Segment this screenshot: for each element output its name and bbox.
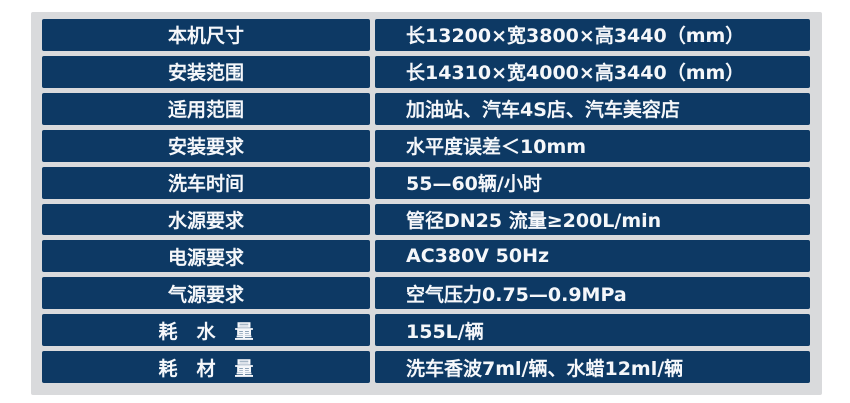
spec-label: 电源要求 <box>42 240 370 273</box>
spec-value: 加油站、汽车4S店、汽车美容店 <box>375 92 810 125</box>
spec-row: 安装要求 水平度误差＜10mm <box>42 129 810 162</box>
spec-value: 洗车香波7ml/辆、水蜡12ml/辆 <box>375 351 810 384</box>
spec-row: 耗 水 量 155L/辆 <box>42 314 810 347</box>
spec-value: 空气压力0.75—0.9MPa <box>375 277 810 310</box>
spec-label: 气源要求 <box>42 277 370 310</box>
spec-label: 耗 水 量 <box>42 314 370 347</box>
spec-value: AC380V 50Hz <box>375 240 810 273</box>
spec-row: 电源要求 AC380V 50Hz <box>42 240 810 273</box>
spec-value: 155L/辆 <box>375 314 810 347</box>
spec-row: 气源要求 空气压力0.75—0.9MPa <box>42 277 810 310</box>
spec-row: 适用范围 加油站、汽车4S店、汽车美容店 <box>42 92 810 125</box>
spec-label: 水源要求 <box>42 203 370 236</box>
spec-label: 本机尺寸 <box>42 19 370 51</box>
spec-value: 管径DN25 流量≥200L/min <box>375 203 810 236</box>
spec-value: 水平度误差＜10mm <box>375 129 810 162</box>
spec-panel: 本机尺寸 长13200×宽3800×高3440（mm） 安装范围 长14310×… <box>31 12 822 395</box>
spec-value: 长13200×宽3800×高3440（mm） <box>375 19 810 51</box>
spec-row: 水源要求 管径DN25 流量≥200L/min <box>42 203 810 236</box>
spec-label: 耗 材 量 <box>42 351 370 384</box>
spec-table: 本机尺寸 长13200×宽3800×高3440（mm） 安装范围 长14310×… <box>42 19 810 384</box>
spec-label: 安装范围 <box>42 55 370 88</box>
spec-row: 本机尺寸 长13200×宽3800×高3440（mm） <box>42 19 810 51</box>
spec-label: 安装要求 <box>42 129 370 162</box>
spec-value: 55—60辆/小时 <box>375 166 810 199</box>
spec-label: 适用范围 <box>42 92 370 125</box>
spec-row: 耗 材 量 洗车香波7ml/辆、水蜡12ml/辆 <box>42 351 810 384</box>
spec-row: 安装范围 长14310×宽4000×高3440（mm） <box>42 55 810 88</box>
spec-row: 洗车时间 55—60辆/小时 <box>42 166 810 199</box>
spec-value: 长14310×宽4000×高3440（mm） <box>375 55 810 88</box>
spec-label: 洗车时间 <box>42 166 370 199</box>
